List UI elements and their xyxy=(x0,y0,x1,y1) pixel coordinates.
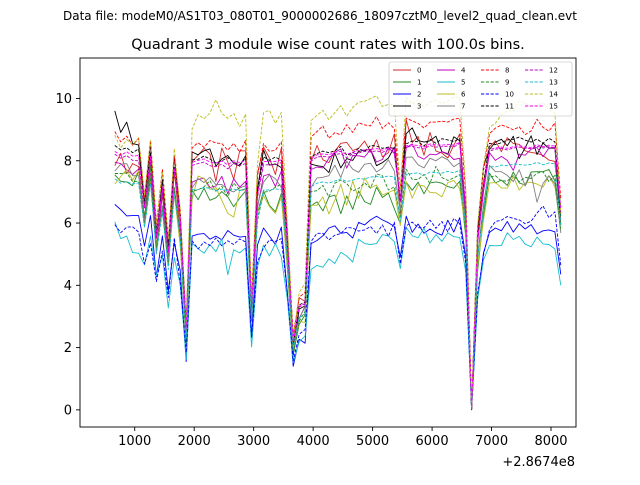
x-tick-label: 2000 xyxy=(178,434,211,449)
x-tick-label: 8000 xyxy=(534,434,567,449)
y-tick-label: 0 xyxy=(64,403,72,418)
x-tick-label: 4000 xyxy=(297,434,330,449)
series-line-15 xyxy=(114,141,562,410)
series-layer xyxy=(114,95,562,411)
series-line-14 xyxy=(114,95,562,410)
x-tick-label: 5000 xyxy=(356,434,389,449)
y-tick-label: 10 xyxy=(55,92,72,107)
legend-label-5: 5 xyxy=(461,79,465,87)
plot-frame xyxy=(79,57,577,428)
data-file-suptitle: Data file: modeM0/AS1T03_080T01_90000026… xyxy=(63,9,577,23)
series-line-8 xyxy=(114,116,562,410)
legend-label-6: 6 xyxy=(461,91,466,99)
y-tick-label: 4 xyxy=(64,279,72,294)
legend-label-14: 14 xyxy=(549,91,558,99)
y-tick-label: 8 xyxy=(64,154,72,169)
legend-label-11: 11 xyxy=(505,103,514,111)
legend-label-10: 10 xyxy=(505,91,514,99)
legend-label-7: 7 xyxy=(461,103,465,111)
x-axis: 1000 2000 3000 4000 5000 6000 7000 8000 xyxy=(118,427,568,449)
legend-label-15: 15 xyxy=(549,103,558,111)
y-tick-label: 2 xyxy=(64,341,72,356)
y-axis: 0 2 4 6 8 10 xyxy=(55,92,80,418)
x-tick-label: 7000 xyxy=(475,434,508,449)
chart-title: Quadrant 3 module wise count rates with … xyxy=(131,37,525,53)
legend-box xyxy=(388,61,573,117)
series-line-10 xyxy=(114,205,562,410)
legend-label-9: 9 xyxy=(505,79,509,87)
legend-label-3: 3 xyxy=(417,103,421,111)
legend-label-8: 8 xyxy=(505,67,509,75)
series-line-13 xyxy=(114,161,562,410)
x-tick-label: 1000 xyxy=(118,434,151,449)
legend-label-2: 2 xyxy=(417,91,421,99)
x-axis-offset-label: +2.8674e8 xyxy=(502,455,575,470)
series-line-9 xyxy=(114,165,562,410)
y-tick-label: 6 xyxy=(64,217,72,232)
legend-label-12: 12 xyxy=(549,67,558,75)
legend-label-4: 4 xyxy=(461,67,466,75)
legend-label-1: 1 xyxy=(417,79,421,87)
legend-label-13: 13 xyxy=(549,79,558,87)
x-tick-label: 3000 xyxy=(237,434,270,449)
x-tick-label: 6000 xyxy=(416,434,449,449)
legend-label-0: 0 xyxy=(417,67,421,75)
